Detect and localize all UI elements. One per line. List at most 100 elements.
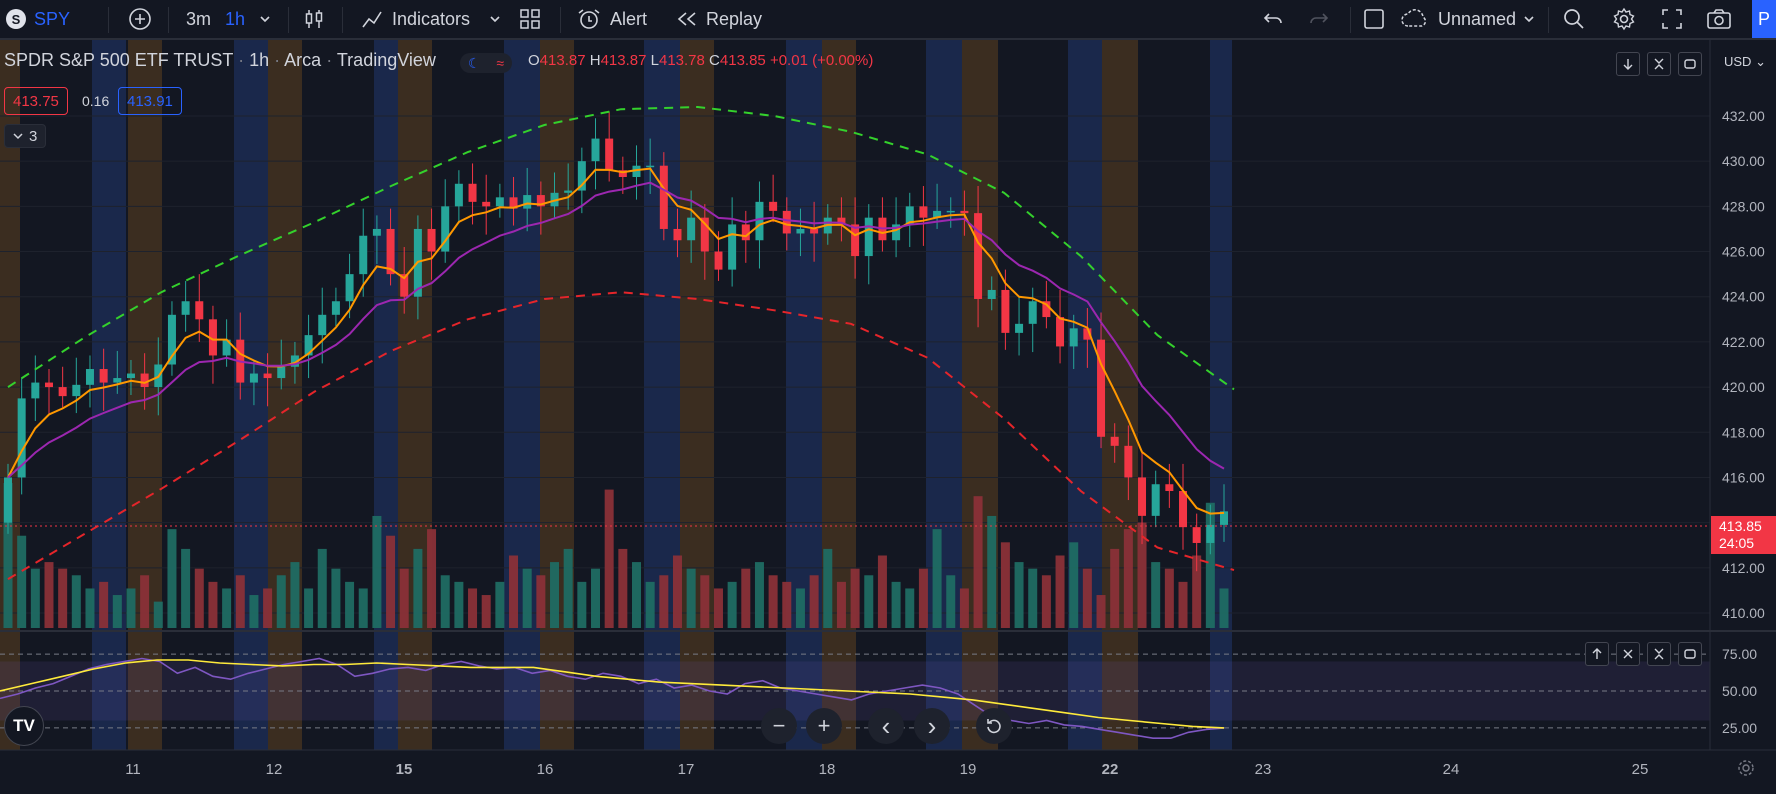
volume-bar [358,588,368,628]
compare-symbol-button[interactable] [128,0,152,38]
undo-icon [1263,13,1282,24]
search-button[interactable] [1562,0,1586,38]
volume-bar [1205,502,1215,628]
replay-button[interactable]: Replay [676,0,762,38]
volume-bar [741,568,751,628]
zoom-in-button[interactable]: + [806,708,842,744]
reset-chart-button[interactable] [976,708,1012,744]
indicators-button[interactable]: Indicators [360,0,470,38]
volume-bar [317,548,327,628]
fullscreen-button[interactable] [1660,0,1684,38]
candle-body [195,301,204,320]
candle-body [605,138,614,171]
session-stripe-blue [234,40,268,750]
time-tick-label: 15 [396,761,413,778]
volume-bar [181,548,191,628]
candles-icon [305,10,323,28]
close-value: 413.85 [719,52,766,69]
volume-bar [1164,568,1174,628]
layout-name: Unnamed [1438,8,1517,29]
session-stripe-orange [398,40,432,750]
candle-body [208,319,217,356]
layout-select-button[interactable] [1362,0,1386,38]
candle-body [1110,436,1119,446]
templates-button[interactable] [518,0,542,38]
time-tick-label: 17 [678,761,695,778]
undo-button[interactable] [1262,0,1284,38]
candle-body [782,210,791,234]
volume-bar [427,529,437,628]
bid-price-box[interactable]: 413.75 [4,87,68,115]
candle-body [1151,484,1160,516]
redo-icon [1310,13,1329,24]
fullscreen-icon [1662,9,1682,29]
volume-bar [30,568,40,628]
ask-price-box[interactable]: 413.91 [118,87,182,115]
maximize-icon [1684,649,1696,659]
candle-body [31,382,40,399]
candle-body [1015,323,1024,333]
collapse-icon [1654,648,1664,660]
symbol-legend[interactable]: SPDR S&P 500 ETF TRUST · 1h · Arca · Tra… [4,50,436,70]
volume-bar [276,575,286,628]
publish-button[interactable]: P [1752,0,1776,38]
candle-body [1124,445,1133,478]
volume-bar [99,581,109,628]
chart-pane[interactable]: 410.00412.00414.00416.00418.00420.00422.… [0,40,1776,794]
candle-body [290,355,299,367]
volume-bar [1041,575,1051,628]
alert-button[interactable]: Alert [576,0,647,38]
maximize-icon [1684,59,1696,69]
move-pane-up-button[interactable] [1585,642,1609,666]
interval-3m-button[interactable]: 3m [186,0,211,38]
maximize-rsi-pane-button[interactable] [1678,642,1702,666]
zoom-out-button[interactable]: − [761,708,797,744]
currency-label[interactable]: USD ⌄ [1724,54,1766,69]
move-pane-down-button[interactable] [1616,52,1640,76]
candle-body [810,228,819,234]
interval-1h-button[interactable]: 1h [225,0,245,38]
scroll-left-label: ‹ [881,710,891,741]
divider [342,7,343,33]
chart-canvas[interactable]: 410.00412.00414.00416.00418.00420.00422.… [0,40,1776,794]
price-tick-label: 426.00 [1722,244,1765,260]
tradingview-logo[interactable]: TV [4,706,44,746]
volume-bar [850,568,860,628]
layout-dropdown[interactable] [1522,0,1536,38]
rsi-tick-label: 75.00 [1722,646,1757,662]
indicator-count: 3 [29,127,38,145]
volume-bar [987,515,997,628]
volume-bar [1014,562,1024,628]
candle-body [892,224,901,241]
collapse-rsi-pane-button[interactable] [1647,642,1671,666]
candle-body [741,224,750,241]
collapse-indicators-button[interactable]: 3 [4,124,47,148]
legend-source: TradingView [336,50,436,70]
candle-body [1069,328,1078,347]
candle-body [1179,491,1188,528]
close-icon [1623,649,1633,659]
indicators-dropdown[interactable] [488,0,502,38]
market-status-badge[interactable]: ☾ ≈ [460,53,512,73]
snapshot-button[interactable] [1706,0,1732,38]
price-tick-label: 410.00 [1722,605,1765,621]
symbol-search-button[interactable]: S SPY [6,0,70,38]
volume-bar [1082,568,1092,628]
candle-body [400,274,409,297]
candle-body [1083,328,1092,340]
volume-bar [413,548,423,628]
price-tick-label: 422.00 [1722,334,1765,350]
remove-pane-button[interactable] [1616,642,1640,666]
candle-body [946,210,955,213]
scroll-right-button[interactable]: › [914,708,950,744]
chart-type-button[interactable] [302,0,326,38]
save-layout-button[interactable]: Unnamed [1400,0,1516,38]
maximize-pane-button[interactable] [1678,52,1702,76]
collapse-icon [1654,58,1664,70]
scroll-left-button[interactable]: ‹ [868,708,904,744]
settings-button[interactable] [1612,0,1636,38]
time-axis-settings-button[interactable] [1736,758,1756,783]
redo-button[interactable] [1308,0,1330,38]
collapse-pane-button[interactable] [1647,52,1671,76]
interval-dropdown[interactable] [258,0,272,38]
